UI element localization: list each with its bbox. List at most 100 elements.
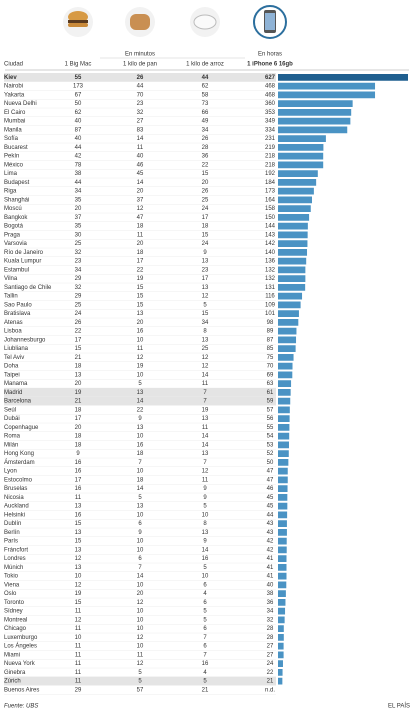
- city: Kiev: [4, 75, 17, 81]
- cell-value: 46: [267, 486, 274, 492]
- city: Toronto: [4, 600, 25, 606]
- cell-value: 5: [203, 565, 207, 571]
- city: Auckland: [4, 504, 29, 510]
- row-highlight: [4, 396, 276, 406]
- cell-value: 7: [203, 635, 207, 641]
- cell-value: 49: [202, 119, 209, 125]
- cell-value: 78: [75, 162, 82, 168]
- cell-value: 20: [75, 206, 82, 212]
- city: Oslo: [4, 591, 17, 597]
- cell-value: 131: [265, 285, 276, 291]
- city: Dublín: [4, 521, 21, 527]
- city: Lima: [4, 171, 18, 177]
- cell-value: 13: [202, 285, 209, 291]
- bar: [278, 476, 288, 484]
- cell-value: 41: [267, 574, 274, 580]
- city: Bogotá: [4, 224, 24, 230]
- cell-value: 10: [137, 469, 144, 475]
- group-label: En horas: [258, 52, 282, 58]
- cell-value: 11: [75, 652, 82, 658]
- cell-value: 16: [202, 556, 209, 562]
- cell-value: 98: [267, 320, 274, 326]
- cell-value: 219: [265, 145, 276, 151]
- bar: [278, 240, 308, 247]
- city: Copenhague: [4, 425, 39, 431]
- cell-value: 13: [75, 372, 82, 378]
- cell-value: 7: [138, 460, 142, 466]
- cell-value: 12: [75, 582, 82, 588]
- city: Yakarta: [4, 92, 25, 98]
- cell-value: 29: [75, 294, 82, 300]
- cell-value: 23: [202, 267, 209, 273]
- city: Riga: [4, 189, 17, 195]
- cell-value: 14: [202, 547, 209, 553]
- city: Tel Aviv: [4, 355, 24, 361]
- cell-value: 9: [203, 539, 207, 545]
- cell-value: 231: [265, 136, 276, 142]
- bar: [278, 170, 318, 177]
- cell-value: 18: [75, 407, 82, 413]
- cell-value: 10: [137, 617, 144, 623]
- cell-value: 35: [75, 197, 82, 203]
- city: Sídney: [4, 609, 23, 615]
- bar: [278, 362, 293, 370]
- city: Tokio: [4, 574, 19, 580]
- cell-value: 16: [75, 512, 82, 518]
- cell-value: 13: [137, 311, 144, 317]
- cell-value: 87: [75, 127, 82, 133]
- cell-value: 13: [202, 530, 209, 536]
- cell-value: 10: [137, 372, 144, 378]
- cell-value: 5: [138, 679, 142, 685]
- city: París: [4, 539, 18, 545]
- city: Los Ángeles: [4, 643, 37, 650]
- cell-value: 83: [137, 127, 144, 133]
- cell-value: 69: [267, 372, 274, 378]
- cell-value: 9: [138, 416, 142, 422]
- cell-value: 38: [267, 591, 274, 597]
- bar: [278, 91, 376, 99]
- brand: EL PAÍS: [388, 703, 410, 710]
- city: Lisboa: [4, 329, 22, 335]
- bar: [278, 257, 307, 265]
- column-header: 1 Big Mac: [65, 62, 92, 68]
- city: Helsinki: [4, 512, 25, 518]
- cell-value: 15: [75, 521, 82, 527]
- city: Manama: [4, 381, 28, 387]
- cell-value: 24: [267, 661, 274, 667]
- bar: [278, 546, 287, 554]
- cell-value: 53: [267, 442, 274, 448]
- cell-value: 43: [267, 521, 274, 527]
- cell-value: 40: [267, 582, 274, 588]
- cell-value: 12: [137, 355, 144, 361]
- bar: [278, 564, 287, 571]
- cell-value: 20: [137, 320, 144, 326]
- bar: [278, 161, 324, 169]
- cell-value: 41: [267, 556, 274, 562]
- cell-value: 20: [202, 180, 209, 186]
- cell-value: 13: [137, 504, 144, 510]
- bar: [278, 354, 294, 361]
- cell-value: 136: [265, 259, 276, 265]
- cell-value: 13: [75, 547, 82, 553]
- cell-value: 57: [267, 407, 274, 413]
- cell-value: 43: [267, 530, 274, 536]
- city: Bruselas: [4, 486, 27, 492]
- cell-value: 10: [137, 644, 144, 650]
- cell-value: 12: [75, 556, 82, 562]
- bar: [278, 222, 308, 230]
- cell-value: 20: [75, 381, 82, 387]
- cell-value: 25: [202, 197, 209, 203]
- cell-value: 13: [75, 565, 82, 571]
- cell-value: 173: [73, 84, 84, 90]
- cell-value: 61: [267, 390, 274, 396]
- cell-value: 10: [137, 582, 144, 588]
- cell-value: 19: [137, 276, 144, 282]
- city: Budapest: [4, 180, 30, 186]
- bar: [278, 511, 288, 519]
- city: Shanghái: [4, 197, 29, 203]
- cell-value: 18: [75, 364, 82, 370]
- city: Sofía: [4, 136, 19, 142]
- row-highlight: [4, 676, 276, 686]
- cell-value: 18: [137, 250, 144, 256]
- cell-value: 62: [202, 84, 209, 90]
